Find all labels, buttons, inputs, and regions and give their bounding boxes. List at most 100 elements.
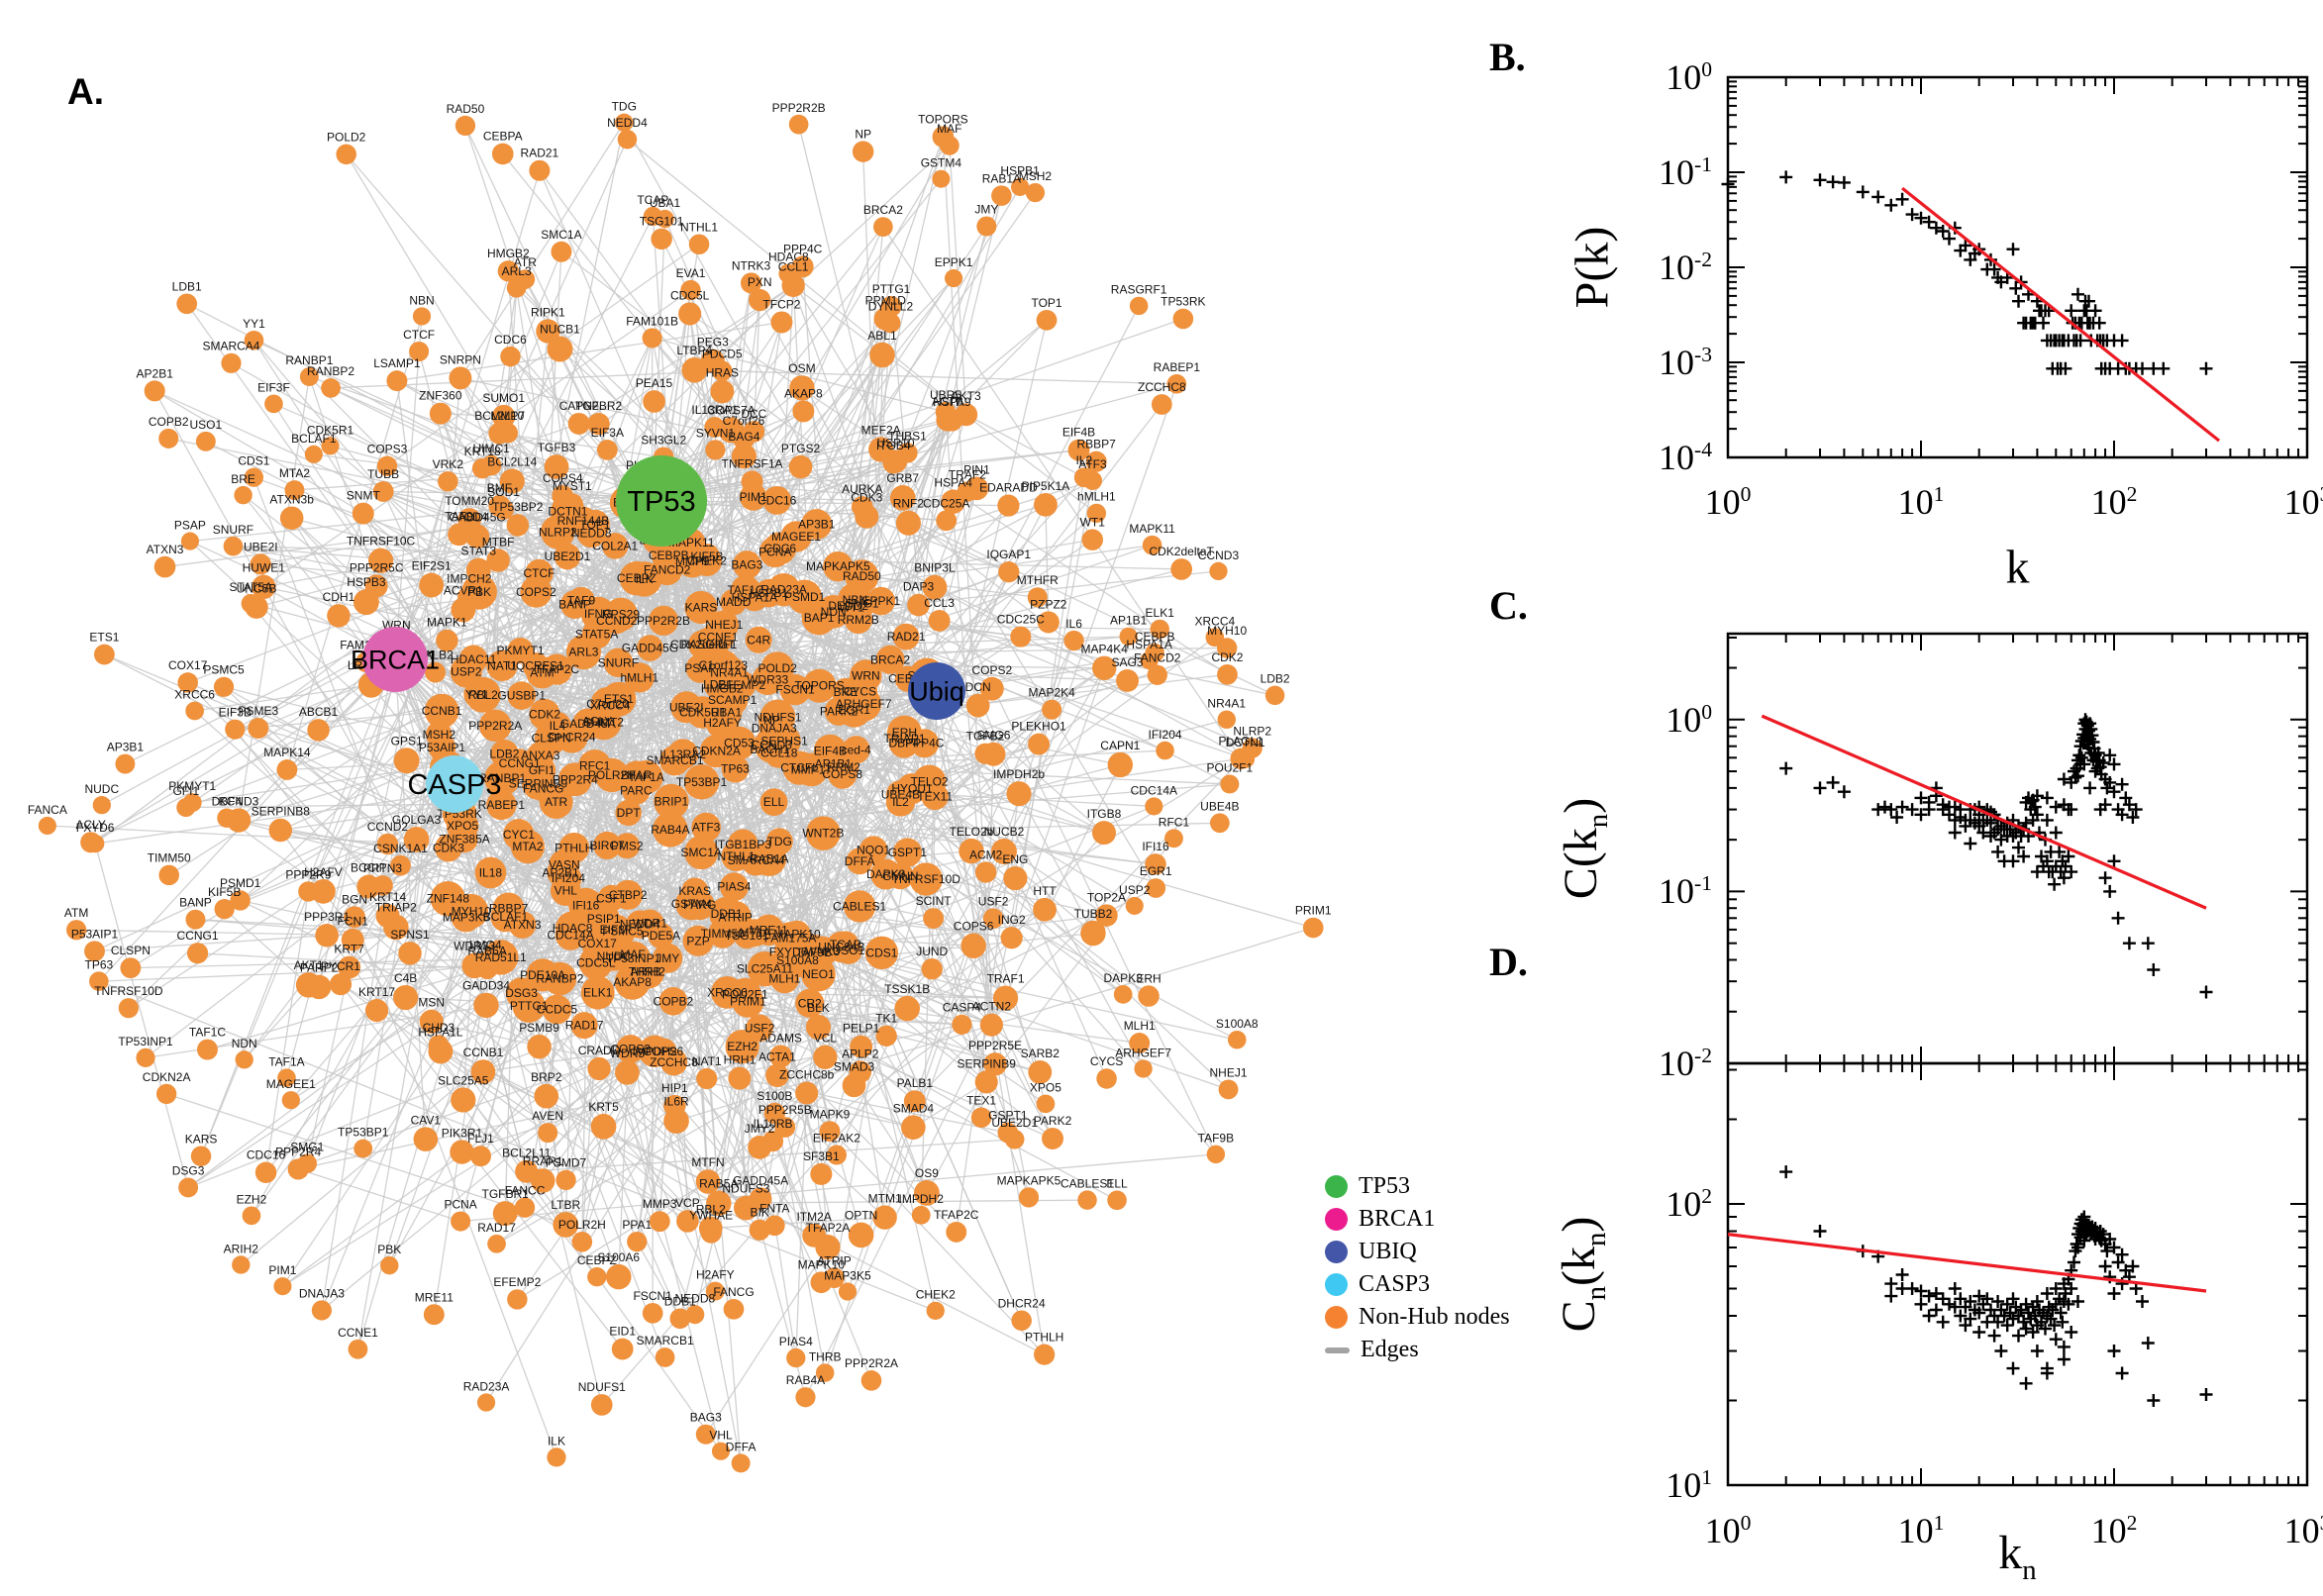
non-hub-node (1220, 774, 1240, 794)
gene-label: ARHGEF7 (1115, 1046, 1171, 1059)
gene-label: BMF (487, 481, 512, 495)
non-hub-node (556, 1169, 576, 1191)
non-hub-node (1011, 1310, 1032, 1331)
gene-label: COX17 (577, 937, 617, 950)
gene-label: CHEK2 (687, 554, 727, 568)
non-hub-node (1146, 878, 1166, 898)
non-hub-node (235, 1050, 253, 1069)
non-hub-node (935, 401, 957, 423)
gene-label: MYST1 (553, 479, 592, 493)
gene-label: NEO1 (802, 967, 835, 981)
gene-label: TAF1C (189, 1026, 226, 1040)
non-hub-node (732, 985, 764, 1018)
non-hub-node (542, 994, 572, 1025)
gene-label: LDB1 (703, 678, 733, 692)
gene-label: RAB4A (651, 823, 689, 837)
gene-label: PEG3 (697, 336, 729, 349)
non-hub-node (602, 533, 629, 559)
gene-label: DAPK3 (1104, 971, 1144, 985)
gene-label: COPS3 (610, 1043, 651, 1056)
gene-label: AP1B1 (815, 757, 853, 771)
y-axis-label-b: P(k) (1566, 226, 1619, 309)
non-hub-node (892, 623, 920, 650)
non-hub-node (1036, 1094, 1056, 1114)
gene-label: POU2F1 (1206, 761, 1253, 775)
non-hub-node (304, 445, 323, 463)
gene-label: EPPK1 (935, 255, 973, 269)
gene-label: CCND2 (596, 614, 638, 628)
gene-label: SNRPN (440, 352, 481, 366)
gene-label: TELO2b (950, 825, 994, 839)
non-hub-node (1264, 685, 1285, 706)
gene-label: GSPT1 (988, 1109, 1028, 1123)
gene-label: NUCB2 (984, 825, 1025, 839)
non-hub-node (190, 1146, 212, 1166)
gene-label: HDAC8 (553, 922, 593, 936)
node-swatch-icon (1325, 1208, 1348, 1231)
network-graph: USF2 CDC6 COPS6 COPS2 COPS3 BCCIP CCNB1 CDK3 CCN… (28, 100, 1332, 1473)
gene-label: FNTA (759, 1202, 789, 1216)
non-hub-node (852, 141, 874, 162)
gene-label: MMP3 (643, 1197, 677, 1211)
legend-label: BRCA1 (1359, 1206, 1436, 1232)
gene-label: UBA1 (650, 196, 681, 210)
non-hub-node (295, 972, 322, 998)
non-hub-node (241, 593, 261, 614)
non-hub-node (1125, 896, 1144, 915)
non-hub-node (1216, 638, 1238, 658)
non-hub-node (684, 835, 719, 870)
gene-label: PSME3 (238, 704, 278, 718)
gene-label: GOLGA3 (392, 813, 442, 827)
gene-label: NBN (843, 593, 867, 607)
non-hub-node (909, 862, 943, 896)
gene-label: CCL3 (924, 596, 955, 610)
gene-label: DBF4 (212, 795, 243, 809)
gene-label: NHEJ1 (1210, 1065, 1248, 1079)
non-hub-node (1209, 561, 1228, 581)
non-hub-node (997, 1122, 1019, 1144)
non-hub-node (992, 985, 1019, 1011)
gene-label: PBK (467, 585, 491, 599)
gene-label: WDR33 (454, 940, 495, 953)
non-hub-node (153, 555, 176, 578)
gene-label: BAG4 (728, 430, 759, 444)
gene-label: POU2F1 (722, 987, 768, 1001)
gene-label: MAF (937, 122, 961, 136)
gene-label: CASP4 (943, 1001, 982, 1015)
non-hub-node (353, 589, 379, 616)
non-hub-node (276, 759, 298, 780)
gene-label: AP1B1 (1110, 614, 1148, 628)
gene-label: PPA1 (622, 1218, 652, 1232)
gene-label: TFCP2 (762, 297, 800, 311)
gene-label: ABCB1 (299, 705, 339, 719)
gene-label: GADD45G (449, 511, 505, 525)
gene-label: TAF1A (628, 770, 663, 784)
gene-label: CLSPN (532, 732, 571, 746)
non-hub-node (834, 591, 862, 621)
node-swatch-icon (1325, 1273, 1348, 1296)
non-hub-node (806, 816, 841, 850)
gene-label: TNFRSF10D (892, 872, 961, 886)
non-hub-node (907, 593, 930, 617)
non-hub-node (604, 597, 638, 632)
non-hub-node (547, 1447, 566, 1467)
non-hub-node (855, 504, 879, 529)
gene-label: IQGAP1 (986, 548, 1031, 561)
gene-label: SUMO1 (482, 391, 525, 405)
gene-label: LDB2 (489, 747, 519, 760)
non-hub-node (669, 1308, 691, 1330)
gene-label: RANBP2 (536, 972, 583, 986)
gene-label: MAPKAPK5 (806, 559, 870, 573)
gene-label: GMNN (882, 869, 919, 883)
gene-label: EIF4B (1062, 426, 1095, 440)
gene-label: SMARCB1 (646, 753, 703, 767)
non-hub-node (356, 874, 381, 899)
x-tick-label-b: 103 (2283, 482, 2323, 522)
gene-label: ACVR1 (444, 584, 483, 598)
gene-label: BIK (751, 1206, 769, 1220)
non-hub-node (615, 1059, 640, 1085)
gene-label: PIAS4 (779, 1335, 813, 1348)
gene-label: SMG6 (976, 729, 1010, 743)
non-hub-node (680, 279, 701, 301)
non-hub-node (534, 1083, 559, 1109)
